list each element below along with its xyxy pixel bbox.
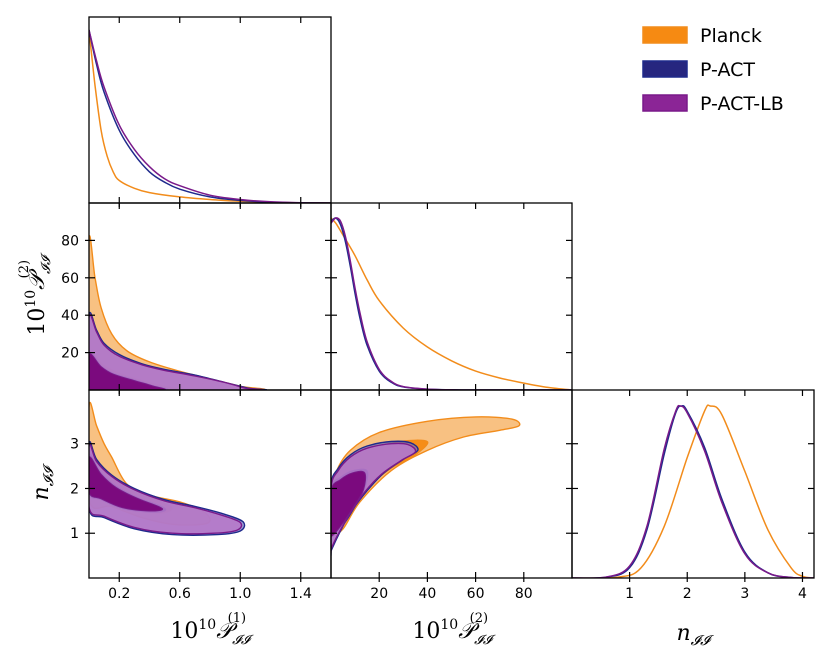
frame-pdf-p2 <box>330 202 573 391</box>
xticklabel-p2-20: 20 <box>370 586 388 602</box>
frame-pdf-p1 <box>88 16 332 204</box>
tick-marks <box>85 17 814 582</box>
pdf-line-p-act-p2 <box>331 217 572 390</box>
xlabel-p1: 1010𝒫𝓘𝓘(1) <box>170 611 253 648</box>
xlabel-p2: 1010𝒫𝓘𝓘(2) <box>412 611 495 648</box>
panel-frames <box>88 16 815 579</box>
yticklabel-p2-40: 40 <box>61 308 79 324</box>
pdf-line-p-act-lb-n <box>572 404 814 578</box>
pdf-line-p-act-n <box>572 404 814 578</box>
pdf-line-planck-p1 <box>89 29 331 203</box>
legend-swatch-p-act-lb <box>642 94 688 112</box>
xticklabel-n-3: 3 <box>740 586 749 602</box>
xticklabel-p2-80: 80 <box>515 586 533 602</box>
contour95-p-act-lb-p2-n <box>331 442 417 555</box>
yticklabel-p2-80: 80 <box>61 233 79 249</box>
xticklabel-p1-0.6: 0.6 <box>169 586 191 602</box>
contour68-p-act-lb-p2-n <box>331 470 367 541</box>
legend-swatch-planck <box>642 26 688 44</box>
pdf-line-planck-p2 <box>331 217 572 390</box>
panel-p2-vs-n <box>331 416 521 558</box>
ylabel-p2: 1010𝒫𝓘𝓘(2) <box>17 252 54 335</box>
pdf-line-p-act-lb-p2 <box>331 217 572 390</box>
legend-label-planck: Planck <box>700 25 762 47</box>
xticklabel-n-4: 4 <box>798 586 807 602</box>
pdf-line-p-act-p1 <box>89 29 331 203</box>
xticklabel-n-1: 1 <box>625 586 634 602</box>
xticklabel-n-2: 2 <box>683 586 692 602</box>
yticklabel-p2-60: 60 <box>61 271 79 287</box>
legend-label-p-act-lb: P-ACT-LB <box>700 93 784 115</box>
legend: Planck P-ACT P-ACT-LB <box>642 25 784 115</box>
yticklabel-n-1: 1 <box>70 526 79 542</box>
frame-pdf-n <box>571 389 815 579</box>
panel-p1-vs-n <box>89 402 246 536</box>
xlabel-n: n𝓘𝓘 <box>676 621 714 649</box>
pdf-line-planck-n <box>572 404 814 578</box>
ylabel-n: n𝓘𝓘 <box>29 463 57 501</box>
panel-pdf-p1 <box>89 29 331 203</box>
panel-p1-vs-p2 <box>89 235 267 390</box>
xticklabel-p2-40: 40 <box>418 586 436 602</box>
legend-swatch-p-act <box>642 60 688 78</box>
contour95-p-act-lb-p1-n <box>89 443 243 535</box>
tick-labels: 0.2 0.6 1.0 1.4 20 40 60 80 1 2 3 4 20 40 60 80 1 2 3 <box>61 233 807 602</box>
contour68-p-act-lb-p1-n <box>89 456 164 512</box>
panel-pdf-p2 <box>331 217 572 390</box>
yticklabel-n-2: 2 <box>70 481 79 497</box>
pdf-line-p-act-lb-p1 <box>89 29 331 203</box>
yticklabel-n-3: 3 <box>70 437 79 453</box>
panel-pdf-n <box>572 404 814 578</box>
yticklabel-p2-20: 20 <box>61 346 79 362</box>
xticklabel-p1-1.4: 1.4 <box>290 586 312 602</box>
xticklabel-p1-0.2: 0.2 <box>108 586 130 602</box>
legend-label-p-act: P-ACT <box>700 59 755 81</box>
xticklabel-p2-60: 60 <box>467 586 485 602</box>
xticklabel-p1-1.0: 1.0 <box>229 586 251 602</box>
